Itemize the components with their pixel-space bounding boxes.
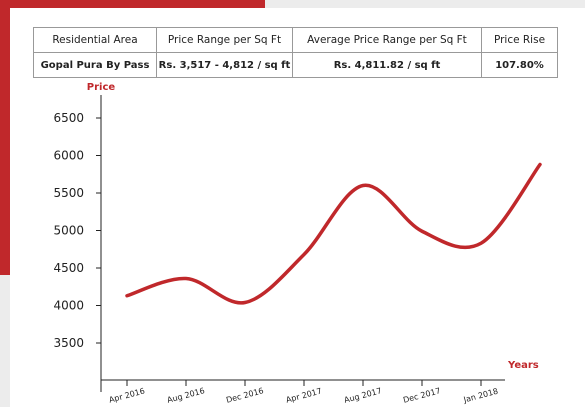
header-cell: Price Range per Sq Ft: [156, 27, 293, 53]
y-tick-label: 4500: [53, 261, 84, 275]
cell: Rs. 4,811.82 / sq ft: [292, 52, 482, 78]
accent-bar: [0, 0, 265, 8]
y-tick-label: 4000: [53, 299, 84, 313]
y-tick-label: 5000: [53, 224, 84, 238]
x-tick-label: Apr 2017: [285, 386, 323, 404]
x-tick-label: Apr 2016: [108, 386, 146, 404]
x-tick-label: Aug 2017: [343, 386, 383, 405]
y-tick-label: 6500: [53, 111, 84, 125]
header-cell: Price Rise: [481, 27, 558, 53]
accent-bar: [0, 0, 10, 275]
x-tick-label: Dec 2016: [225, 386, 264, 405]
x-axis-title: Years: [507, 360, 539, 371]
cell: Rs. 3,517 - 4,812 / sq ft: [156, 52, 293, 78]
y-axis-title: Price: [87, 82, 116, 93]
header-row: Residential Area Price Range per Sq Ft A…: [33, 27, 558, 53]
cell: 107.80%: [481, 52, 558, 78]
x-tick-label: Aug 2016: [166, 386, 206, 405]
y-tick-label: 3500: [53, 336, 84, 350]
price-line: [125, 162, 542, 305]
x-tick-label: Dec 2017: [402, 386, 441, 405]
y-tick-label: 5500: [53, 186, 84, 200]
x-tick-label: Jan 2018: [462, 387, 499, 405]
price-table: Residential Area Price Range per Sq Ft A…: [33, 27, 558, 78]
data-row: Gopal Pura By Pass Rs. 3,517 - 4,812 / s…: [33, 52, 558, 78]
cell: Gopal Pura By Pass: [33, 52, 157, 78]
y-tick-label: 6000: [53, 149, 84, 163]
